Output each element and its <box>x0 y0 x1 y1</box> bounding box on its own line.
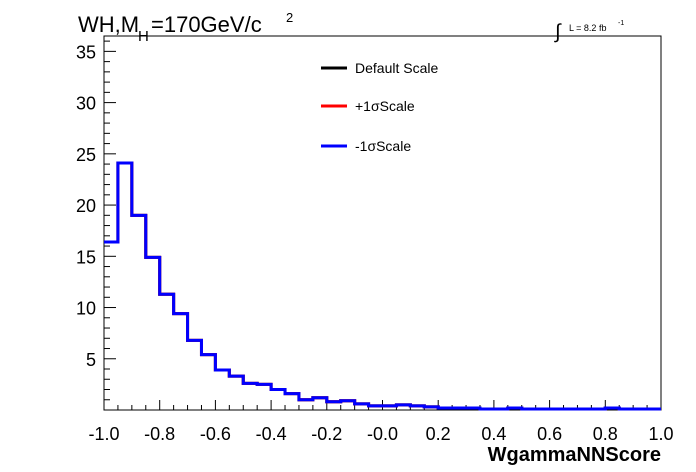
series-line <box>104 161 661 411</box>
series-layer <box>104 161 661 411</box>
chart-title: WH,M H =170GeV/c 2 <box>78 10 293 45</box>
legend-label: +1σScale <box>355 98 415 114</box>
y-tick-label: 5 <box>86 350 96 370</box>
legend: Default Scale +1σScale -1σScale <box>321 60 438 154</box>
plot-frame <box>103 35 662 411</box>
x-tick-label: 1.0 <box>648 424 673 444</box>
luminosity-text: L = 8.2 fb <box>569 23 606 33</box>
y-tick-label: 25 <box>76 145 96 165</box>
y-tick-label: 10 <box>76 299 96 319</box>
title-rest: =170GeV/c <box>151 12 262 37</box>
x-tick-label: -0.8 <box>144 424 175 444</box>
y-tick-label: 30 <box>76 94 96 114</box>
x-axis-label: WgammaNNScore <box>488 444 661 466</box>
luminosity-label: ∫ L = 8.2 fb -1 <box>554 20 624 43</box>
x-axis: -1.0 -0.8 -0.6 -0.4 -0.2 -0.0 0.2 0.4 0.6 0.8 1.0 <box>88 400 674 444</box>
x-tick-label: -0.6 <box>200 424 231 444</box>
y-tick-label: 35 <box>76 42 96 62</box>
x-tick-label: 0.2 <box>426 424 451 444</box>
title-superscript: 2 <box>286 10 293 25</box>
x-tick-label: -0.2 <box>311 424 342 444</box>
x-tick-label: -0.4 <box>256 424 287 444</box>
y-tick-label: 15 <box>76 247 96 267</box>
x-tick-label: 0.6 <box>537 424 562 444</box>
integral-symbol: ∫ <box>554 21 562 43</box>
x-tick-label: 0.4 <box>481 424 506 444</box>
series-line <box>104 161 661 411</box>
y-axis: 5 10 15 20 25 30 35 <box>76 40 116 401</box>
series-line <box>104 161 661 411</box>
x-tick-label: -1.0 <box>88 424 119 444</box>
legend-label: -1σScale <box>355 138 411 154</box>
x-tick-label: -0.0 <box>367 424 398 444</box>
x-tick-label: 0.8 <box>593 424 618 444</box>
luminosity-superscript: -1 <box>618 20 624 27</box>
y-tick-label: 20 <box>76 196 96 216</box>
legend-label: Default Scale <box>355 60 438 76</box>
title-main: WH,M <box>78 12 139 37</box>
